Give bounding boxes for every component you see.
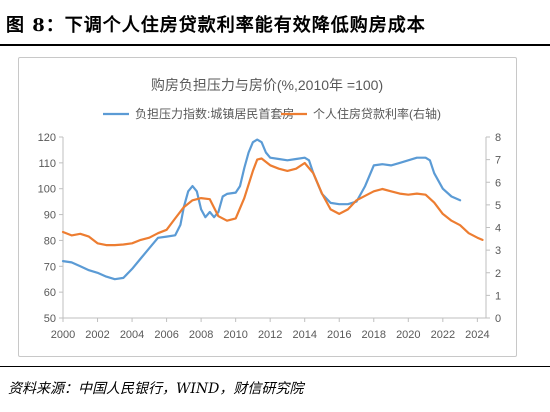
series-line-1 bbox=[61, 138, 462, 281]
legend-label-2: 个人住房贷款利率(右轴) bbox=[313, 106, 441, 121]
figure-title: 图 8：下调个人住房贷款利率能有效降低购房成本 bbox=[6, 15, 426, 36]
legend-label-1: 负担压力指数:城镇居民首套房 bbox=[135, 106, 294, 121]
y-left-tick-label: 70 bbox=[44, 261, 56, 273]
y-left-tick-label: 100 bbox=[38, 184, 56, 196]
line-chart: 购房负担压力与房价(%,2010年 =100) 负担压力指数:城镇居民首套房 个人… bbox=[38, 77, 501, 341]
x-tick-label: 2012 bbox=[258, 329, 282, 341]
y-left-tick-label: 110 bbox=[38, 158, 56, 170]
source-note: 资料来源：中国人民银行，WIND，财信研究院 bbox=[8, 381, 304, 397]
x-tick-label: 2018 bbox=[362, 329, 386, 341]
y-right-tick-label: 0 bbox=[495, 313, 501, 325]
footer-rule bbox=[0, 366, 550, 367]
y-right-tick-label: 3 bbox=[495, 245, 501, 257]
x-tick-label: 2020 bbox=[396, 329, 420, 341]
chart-legend: 负担压力指数:城镇居民首套房 个人住房贷款利率(右轴) bbox=[103, 106, 441, 121]
y-right-tick-label: 7 bbox=[495, 155, 501, 167]
x-tick-label: 2024 bbox=[465, 329, 489, 341]
x-tick-label: 2008 bbox=[189, 329, 213, 341]
y-right-tick-label: 5 bbox=[495, 200, 501, 212]
series-line-2 bbox=[61, 157, 484, 247]
y-right-tick-label: 1 bbox=[495, 290, 501, 302]
x-tick-label: 2010 bbox=[223, 329, 247, 341]
y-left-tick-label: 90 bbox=[44, 210, 56, 222]
y-left-tick-label: 60 bbox=[44, 287, 56, 299]
chart-axes: 50 60 70 80 90 100 110 120 0 1 2 3 4 5 6 7 8 2000 2002 2004… bbox=[38, 132, 501, 341]
x-tick-label: 2016 bbox=[327, 329, 351, 341]
chart-series bbox=[61, 138, 484, 281]
figure-header: 图 8：下调个人住房贷款利率能有效降低购房成本 bbox=[0, 0, 550, 46]
x-tick-label: 2022 bbox=[431, 329, 455, 341]
y-left-tick-label: 80 bbox=[44, 235, 56, 247]
x-tick-label: 2014 bbox=[292, 329, 316, 341]
header-rule bbox=[0, 44, 550, 46]
x-tick-label: 2006 bbox=[154, 329, 178, 341]
chart-title: 购房负担压力与房价(%,2010年 =100) bbox=[151, 77, 383, 93]
y-right-tick-label: 2 bbox=[495, 268, 501, 280]
chart-frame: 购房负担压力与房价(%,2010年 =100) 负担压力指数:城镇居民首套房 个人… bbox=[18, 57, 517, 357]
y-left-tick-label: 120 bbox=[38, 132, 56, 144]
x-tick-label: 2002 bbox=[85, 329, 109, 341]
x-tick-label: 2000 bbox=[51, 329, 75, 341]
y-left-tick-label: 50 bbox=[44, 313, 56, 325]
x-tick-label: 2004 bbox=[120, 329, 144, 341]
y-right-tick-label: 6 bbox=[495, 177, 501, 189]
y-right-tick-label: 8 bbox=[495, 132, 501, 144]
y-right-tick-label: 4 bbox=[495, 223, 501, 235]
